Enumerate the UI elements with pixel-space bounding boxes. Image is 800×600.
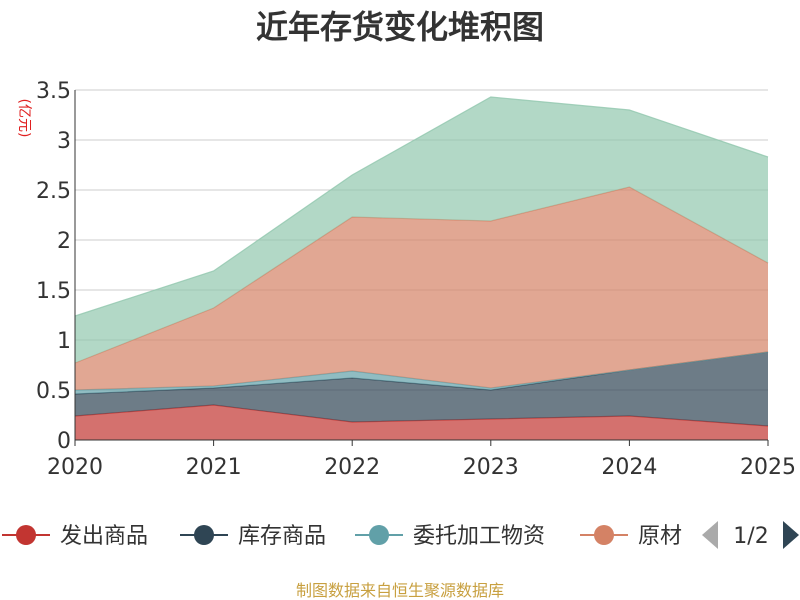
x-tick-label: 2023 — [463, 455, 519, 480]
y-tick-label: 0 — [57, 429, 71, 454]
area-series-2 — [75, 352, 768, 426]
legend-marker-icon — [16, 525, 36, 545]
x-tick-label: 2020 — [47, 455, 103, 480]
legend-item[interactable]: 发出商品 — [2, 524, 148, 549]
y-tick-label: 2 — [57, 229, 71, 254]
y-tick-label: 3 — [57, 129, 71, 154]
y-tick-label: 0.5 — [36, 379, 71, 404]
legend-next-page-icon[interactable] — [783, 521, 799, 549]
chart-title: 近年存货变化堆积图 — [256, 8, 544, 46]
x-tick-label: 2022 — [324, 455, 380, 480]
legend-item[interactable]: 原材 — [580, 524, 682, 549]
legend-marker-icon — [194, 525, 214, 545]
legend-label: 库存商品 — [238, 524, 326, 549]
series-line-5 — [74, 96, 769, 317]
y-tick-label: 2.5 — [36, 179, 71, 204]
y-tick-label: 3.5 — [36, 79, 71, 104]
legend-label: 委托加工物资 — [413, 524, 545, 549]
data-source-note: 制图数据来自恒生聚源数据库 — [296, 581, 504, 600]
legend-label: 发出商品 — [60, 524, 148, 549]
x-tick-label: 2021 — [186, 455, 242, 480]
area-series — [74, 96, 769, 440]
y-tick-label: 1.5 — [36, 279, 71, 304]
area-series-1 — [75, 405, 768, 440]
y-unit-label: (亿元) — [16, 99, 32, 138]
axes: 0 0.5 1 1.5 2 2.5 3 3.5 2020 2021 2022 2023 2024 2025 — [36, 79, 796, 480]
x-tick-label: 2024 — [601, 455, 657, 480]
legend-item[interactable]: 库存商品 — [180, 524, 326, 549]
legend: 发出商品 库存商品 委托加工物资 原材 — [2, 524, 682, 549]
y-tick-label: 1 — [57, 329, 71, 354]
legend-label: 原材 — [638, 524, 682, 549]
legend-marker-icon — [369, 525, 389, 545]
area-series-4 — [75, 187, 768, 390]
legend-page-indicator: 1/2 — [733, 524, 768, 549]
legend-marker-icon — [594, 525, 614, 545]
legend-items: 发出商品 库存商品 委托加工物资 原材 — [2, 524, 682, 549]
legend-prev-page-icon[interactable] — [702, 521, 718, 549]
legend-item[interactable]: 委托加工物资 — [355, 524, 545, 549]
area-series-5 — [75, 97, 768, 363]
legend-pager: 1/2 — [702, 521, 799, 549]
x-tick-label: 2025 — [740, 455, 796, 480]
area-series-3 — [75, 352, 768, 394]
